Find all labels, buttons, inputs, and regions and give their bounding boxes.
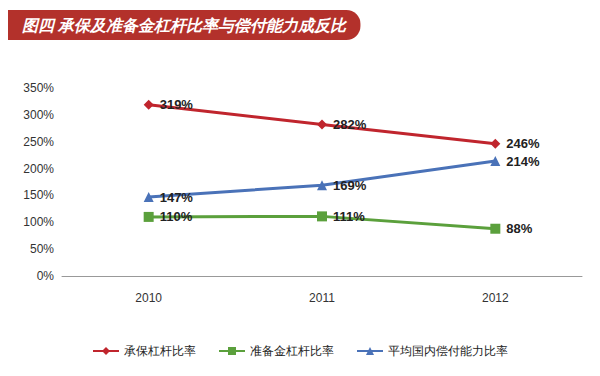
svg-text:147%: 147% (160, 190, 194, 205)
svg-text:110%: 110% (160, 209, 193, 224)
svg-text:250%: 250% (23, 135, 54, 149)
svg-text:300%: 300% (23, 108, 54, 122)
svg-text:111%: 111% (333, 209, 365, 224)
svg-text:准备金杠杆比率: 准备金杠杆比率 (250, 344, 334, 358)
svg-text:2011: 2011 (309, 291, 335, 305)
svg-text:图四 承保及准备金杠杆比率与偿付能力成反比: 图四 承保及准备金杠杆比率与偿付能力成反比 (22, 16, 348, 34)
svg-text:246%: 246% (506, 136, 540, 151)
svg-text:150%: 150% (23, 188, 54, 202)
svg-text:169%: 169% (333, 178, 367, 193)
svg-text:0%: 0% (37, 269, 55, 283)
svg-text:88%: 88% (506, 221, 532, 236)
svg-text:350%: 350% (23, 81, 54, 95)
svg-text:2010: 2010 (135, 291, 162, 305)
svg-text:319%: 319% (160, 97, 194, 112)
svg-text:50%: 50% (30, 242, 54, 256)
svg-text:承保杠杆比率: 承保杠杆比率 (124, 344, 196, 358)
svg-text:2012: 2012 (482, 291, 509, 305)
svg-text:平均国内偿付能力比率: 平均国内偿付能力比率 (388, 344, 508, 358)
svg-text:200%: 200% (23, 162, 54, 176)
svg-text:214%: 214% (506, 154, 540, 169)
svg-text:100%: 100% (23, 215, 54, 229)
svg-text:282%: 282% (333, 117, 367, 132)
